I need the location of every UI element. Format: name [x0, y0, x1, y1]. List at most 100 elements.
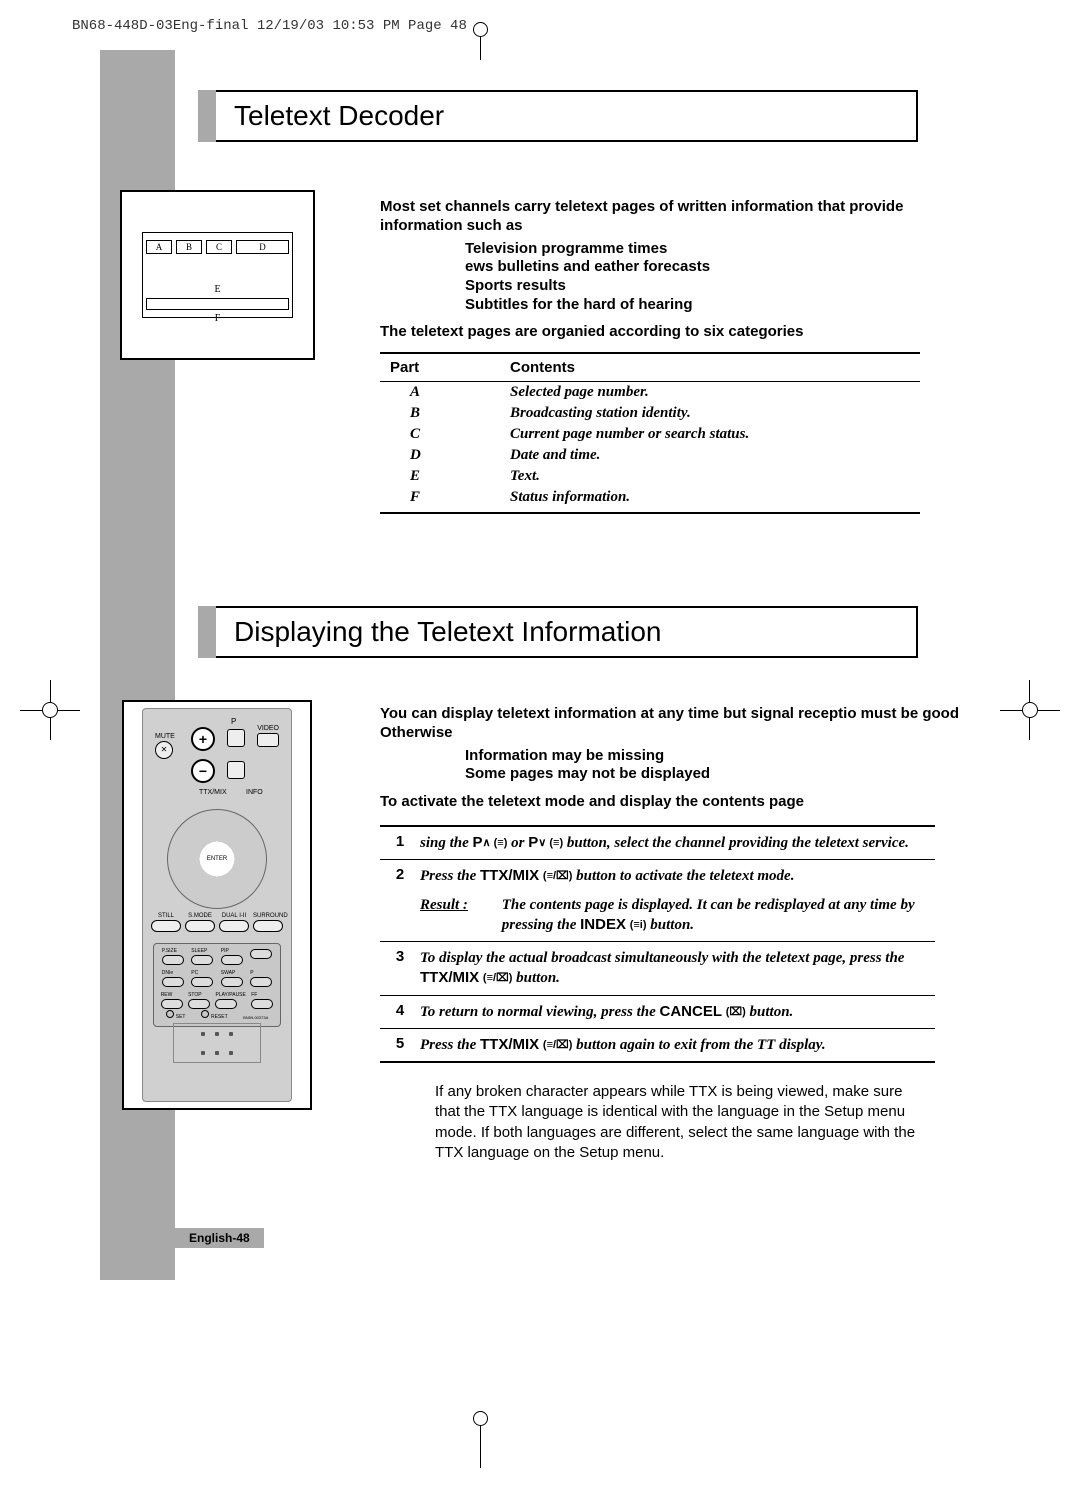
table-row: CCurrent page number or search status. — [380, 424, 920, 445]
reset-label: RESET — [201, 1010, 228, 1020]
remote-diagram: P MUTE ✕ + − VIDEO TTX/MIX INFO STILL S.… — [122, 700, 312, 1110]
step-num: 4 — [380, 1002, 420, 1022]
intro-text-1: Most set channels carry teletext pages o… — [380, 198, 980, 315]
oval-button-icon — [162, 955, 184, 965]
oval-button-icon — [221, 955, 243, 965]
step-row: 1 sing the P∧ (≡) or P∨ (≡) button, sele… — [380, 825, 935, 859]
tv-label-f: F — [215, 313, 221, 324]
dpad-icon — [167, 809, 267, 909]
vol-plus-icon: + — [191, 727, 215, 751]
mute-label: MUTE — [155, 733, 175, 740]
btn-label: DUAL I-II — [219, 913, 249, 932]
col-contents: Contents — [510, 359, 920, 376]
step-text: Press the TTX/MIX (≡/⌧) button to activa… — [420, 866, 935, 935]
ttx-icon: (≡/⌧) — [483, 971, 512, 986]
mute-button-icon: ✕ — [155, 741, 173, 759]
intro2-text: You can display teletext information at … — [380, 705, 959, 741]
oval-button-icon — [151, 920, 181, 932]
btn-label: DNIe — [162, 970, 184, 987]
dot-row — [201, 1032, 233, 1036]
cell: Broadcasting station identity. — [510, 405, 920, 422]
oval-button-icon — [250, 949, 272, 959]
cell: E — [380, 468, 510, 485]
step-row: 5 Press the TTX/MIX (≡/⌧) button again t… — [380, 1028, 935, 1061]
btn-label: FF — [251, 992, 273, 1009]
remote-top: P MUTE ✕ + − VIDEO TTX/MIX INFO — [149, 715, 285, 805]
btn-label: STILL — [151, 913, 181, 932]
btn-label: P — [250, 970, 272, 987]
bullet: Sports results — [465, 277, 980, 296]
categories-heading: The teletext pages are organied accordin… — [380, 323, 803, 340]
oval-button-icon — [162, 977, 184, 987]
section-title-2: Displaying the Teletext Information — [234, 616, 898, 648]
oval-button-icon — [161, 999, 183, 1009]
step-num: 5 — [380, 1035, 420, 1055]
dvd-control-box: P.SIZE SLEEP PIP DNIe PC SWAP P REW STOP… — [153, 943, 281, 1027]
cell: Selected page number. — [510, 384, 920, 401]
ch-down-icon — [227, 761, 245, 779]
crop-mark — [1022, 702, 1038, 718]
page-number: English-48 — [175, 1228, 264, 1248]
step-row: 4 To return to normal viewing, press the… — [380, 995, 935, 1028]
step-text: Press the TTX/MIX (≡/⌧) button again to … — [420, 1035, 935, 1055]
video-label: VIDEO — [257, 725, 279, 732]
table-header: Part Contents — [380, 352, 920, 382]
btn-label: P.SIZE — [162, 948, 184, 965]
step-num: 3 — [380, 948, 420, 989]
ttx-icon: (≡/⌧) — [543, 1038, 572, 1053]
result-text: The contents page is displayed. It can b… — [502, 895, 932, 936]
remote-body: P MUTE ✕ + − VIDEO TTX/MIX INFO STILL S.… — [142, 708, 292, 1102]
intro1-text: Most set channels carry teletext pages o… — [380, 198, 903, 234]
cell: A — [380, 384, 510, 401]
section-title-2-box: Displaying the Teletext Information — [198, 606, 918, 658]
vol-minus-icon: − — [191, 759, 215, 783]
result-label: Result : — [420, 895, 498, 915]
circle-button-icon — [201, 1010, 209, 1018]
oval-button-icon — [221, 977, 243, 987]
btn-label: PLAY/PAUSE — [215, 992, 245, 1009]
step-text: To display the actual broadcast simultan… — [420, 948, 935, 989]
oval-button-icon — [191, 977, 213, 987]
cell: B — [380, 405, 510, 422]
up-icon: ∧ (≡) — [483, 836, 508, 851]
bullet: Television programme times — [465, 240, 980, 259]
section-title-1-box: Teletext Decoder — [198, 90, 918, 142]
col-part: Part — [380, 359, 510, 376]
btn-label: S.MODE — [185, 913, 215, 932]
ttx-label: TTX/MIX — [199, 789, 227, 796]
oval-button-icon — [185, 920, 215, 932]
down-icon: ∨ (≡) — [538, 836, 563, 851]
oval-button-icon — [253, 920, 283, 932]
bullet: ews bulletins and eather forecasts — [465, 258, 980, 277]
cancel-icon: (⌧) — [726, 1005, 746, 1020]
cell: Date and time. — [510, 447, 920, 464]
info-label: INFO — [246, 789, 263, 796]
dvd-row: DNIe PC SWAP P — [158, 970, 276, 987]
cell: C — [380, 426, 510, 443]
step-num: 2 — [380, 866, 420, 935]
crop-mark — [473, 22, 488, 37]
btn-label: SWAP — [221, 970, 243, 987]
crop-mark — [473, 1411, 488, 1426]
btn-label: SLEEP — [191, 948, 213, 965]
step-row: 2 Press the TTX/MIX (≡/⌧) button to acti… — [380, 859, 935, 941]
cell: Text. — [510, 468, 920, 485]
step-text: To return to normal viewing, press the C… — [420, 1002, 935, 1022]
intro1-bullets: Television programme times ews bulletins… — [465, 240, 980, 315]
tv-label-e: E — [214, 284, 220, 295]
intro2-bullets: Information may be missing Some pages ma… — [465, 747, 980, 785]
serial-label: BN59-00373A — [243, 1015, 268, 1020]
table-row: ASelected page number. — [380, 382, 920, 403]
table-row: FStatus information. — [380, 487, 920, 508]
button-row: STILL S.MODE DUAL I-II SURROUND — [149, 913, 285, 932]
circle-button-icon — [166, 1010, 174, 1018]
oval-button-icon — [251, 999, 273, 1009]
table-row: EText. — [380, 466, 920, 487]
table-footer-rule — [380, 512, 920, 514]
dvd-row: P.SIZE SLEEP PIP — [158, 948, 276, 965]
parts-table: Part Contents ASelected page number. BBr… — [380, 352, 920, 514]
steps-table: 1 sing the P∧ (≡) or P∨ (≡) button, sele… — [380, 825, 935, 1063]
table-row: BBroadcasting station identity. — [380, 403, 920, 424]
cell: Current page number or search status. — [510, 426, 920, 443]
bullet: Information may be missing — [465, 747, 980, 766]
